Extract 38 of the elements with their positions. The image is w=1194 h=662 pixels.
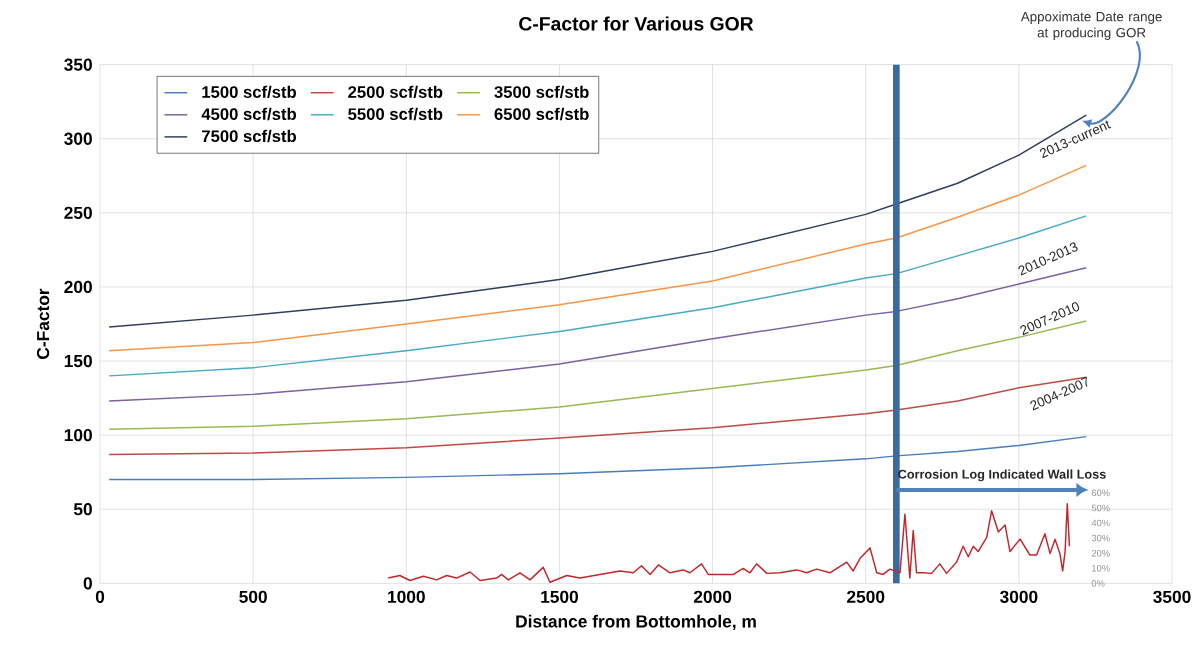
line-series (108, 376, 1087, 456)
line-series (108, 215, 1087, 377)
y2-tick-label: 50% (1091, 504, 1110, 512)
x-tick-label: 1500 (541, 590, 578, 603)
y-tick-label: 0 (83, 577, 92, 590)
y-axis-title: C-Factor (36, 288, 50, 359)
x-tick-label: 500 (239, 590, 267, 603)
legend-label: 3500 scf/stb (494, 85, 589, 99)
x-tick-label: 3000 (999, 590, 1038, 603)
legend-label: 4500 scf/stb (201, 107, 297, 121)
legend-label: 5500 scf/stb (348, 107, 443, 121)
y-tick-label: 350 (64, 58, 92, 71)
y2-tick-label: 0% (1091, 580, 1105, 587)
y-tick-label: 150 (64, 354, 92, 368)
legend-label: 6500 scf/stb (494, 107, 589, 121)
legend-label: 2500 scf/stb (348, 85, 443, 99)
chart-title: C-Factor for Various GOR (519, 16, 754, 31)
line-series (108, 164, 1087, 352)
x-tick-label: 2000 (693, 590, 732, 603)
x-tick-label: 1000 (388, 590, 425, 603)
x-tick-label: 0 (95, 590, 105, 603)
x-axis-title: Distance from Bottomhole, m (516, 614, 756, 631)
y-tick-label: 200 (64, 280, 92, 294)
y2-tick-label: 40% (1091, 519, 1110, 527)
x-tick-label: 3500 (1153, 590, 1191, 603)
y2-tick-label: 20% (1091, 549, 1110, 557)
legend-label: 1500 scf/stb (202, 85, 297, 99)
y2-tick-label: 60% (1091, 489, 1110, 497)
line-series (387, 502, 1071, 584)
legend-label: 7500 scf/stb (202, 129, 297, 143)
x-tick-label: 2500 (847, 590, 885, 603)
y-tick-label: 50 (73, 503, 92, 516)
y-tick-label: 100 (64, 429, 92, 442)
y-tick-label: 300 (64, 132, 92, 145)
text: Appoximate Date range at producing GOR (1020, 11, 1162, 40)
y2-tick-label: 10% (1092, 564, 1110, 572)
y-tick-label: 250 (64, 206, 92, 219)
y2-tick-label: 30% (1091, 534, 1110, 542)
